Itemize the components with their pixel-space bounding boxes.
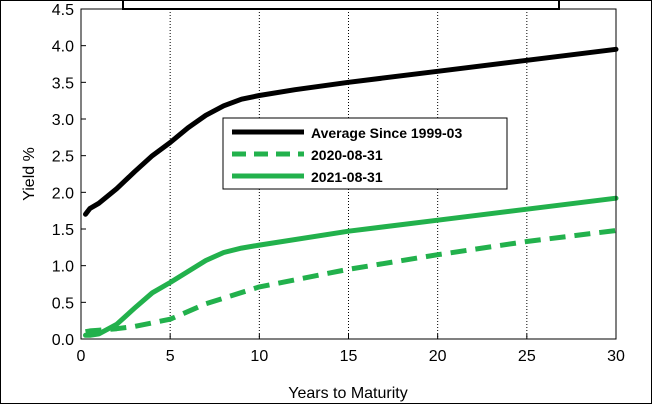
legend-label-2021: 2021-08-31 <box>311 169 383 185</box>
y-tick-label: 1.5 <box>52 222 74 239</box>
legend-label-2020: 2020-08-31 <box>311 147 383 163</box>
x-tick-label: 25 <box>518 348 536 365</box>
series-line-1 <box>85 228 617 335</box>
x-tick-label: 15 <box>340 348 358 365</box>
x-tick-label: 0 <box>77 348 86 365</box>
y-tick-label: 0.0 <box>52 332 74 349</box>
series-line-0 <box>83 46 619 217</box>
axis-ticks: 0 5 10 15 20 25 30 0.0 0.5 1.0 1.5 2.0 2.5 3.0 3.5 4.0 4… <box>52 2 625 365</box>
y-tick-label: 2.0 <box>52 185 74 202</box>
y-tick-label: 0.5 <box>52 295 74 312</box>
y-tick-label: 4.5 <box>52 2 74 19</box>
series-line-2 <box>83 195 619 338</box>
legend: Average Since 1999-03 2020-08-31 2021-08… <box>222 117 508 190</box>
y-tick-label: 4.0 <box>52 39 74 56</box>
title-box <box>122 0 560 10</box>
legend-label-average: Average Since 1999-03 <box>311 125 462 141</box>
x-tick-label: 20 <box>429 348 447 365</box>
x-tick-label: 10 <box>250 348 268 365</box>
y-tick-label: 3.0 <box>52 112 74 129</box>
y-tick-label: 1.0 <box>52 259 74 276</box>
x-tick-label: 30 <box>607 348 625 365</box>
y-tick-label: 3.5 <box>52 75 74 92</box>
x-tick-label: 5 <box>166 348 175 365</box>
y-tick-label: 2.5 <box>52 149 74 166</box>
x-axis-label: Years to Maturity <box>288 385 407 402</box>
y-axis-label: Yield % <box>21 147 38 201</box>
series-lines <box>83 46 619 338</box>
